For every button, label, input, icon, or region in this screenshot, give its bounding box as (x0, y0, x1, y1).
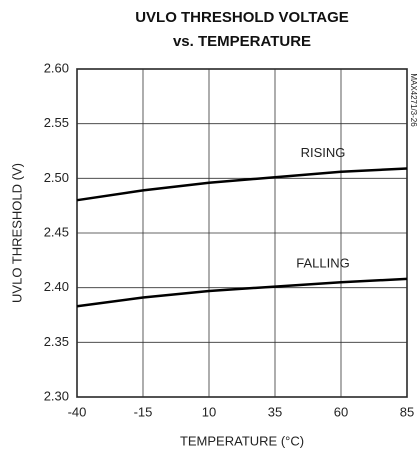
y-tick-label: 2.40 (44, 279, 69, 294)
series-label: FALLING (296, 256, 349, 271)
series-line (76, 277, 408, 308)
x-tick-label: 85 (400, 404, 414, 419)
series-label: RISING (301, 145, 346, 160)
y-tick-label: 2.50 (44, 170, 69, 185)
y-axis-label: UVLO THRESHOLD (V) (9, 163, 24, 303)
y-tick-label: 2.45 (44, 224, 69, 239)
x-tick-label: -40 (68, 404, 87, 419)
y-tick-label: 2.60 (44, 60, 69, 75)
series-line (76, 167, 408, 202)
x-tick-label: 10 (202, 404, 216, 419)
y-tick-label: 2.55 (44, 115, 69, 130)
y-tick-label: 2.30 (44, 388, 69, 403)
figure-id: MAX4271/3-26 (409, 73, 418, 127)
chart-title: UVLO THRESHOLD VOLTAGE (135, 9, 349, 26)
x-axis-label: TEMPERATURE (°C) (180, 433, 304, 448)
x-tick-label: 35 (268, 404, 282, 419)
chart-title: vs. TEMPERATURE (173, 33, 311, 50)
x-tick-label: -15 (134, 404, 153, 419)
x-tick-label: 60 (334, 404, 348, 419)
y-tick-label: 2.35 (44, 334, 69, 349)
